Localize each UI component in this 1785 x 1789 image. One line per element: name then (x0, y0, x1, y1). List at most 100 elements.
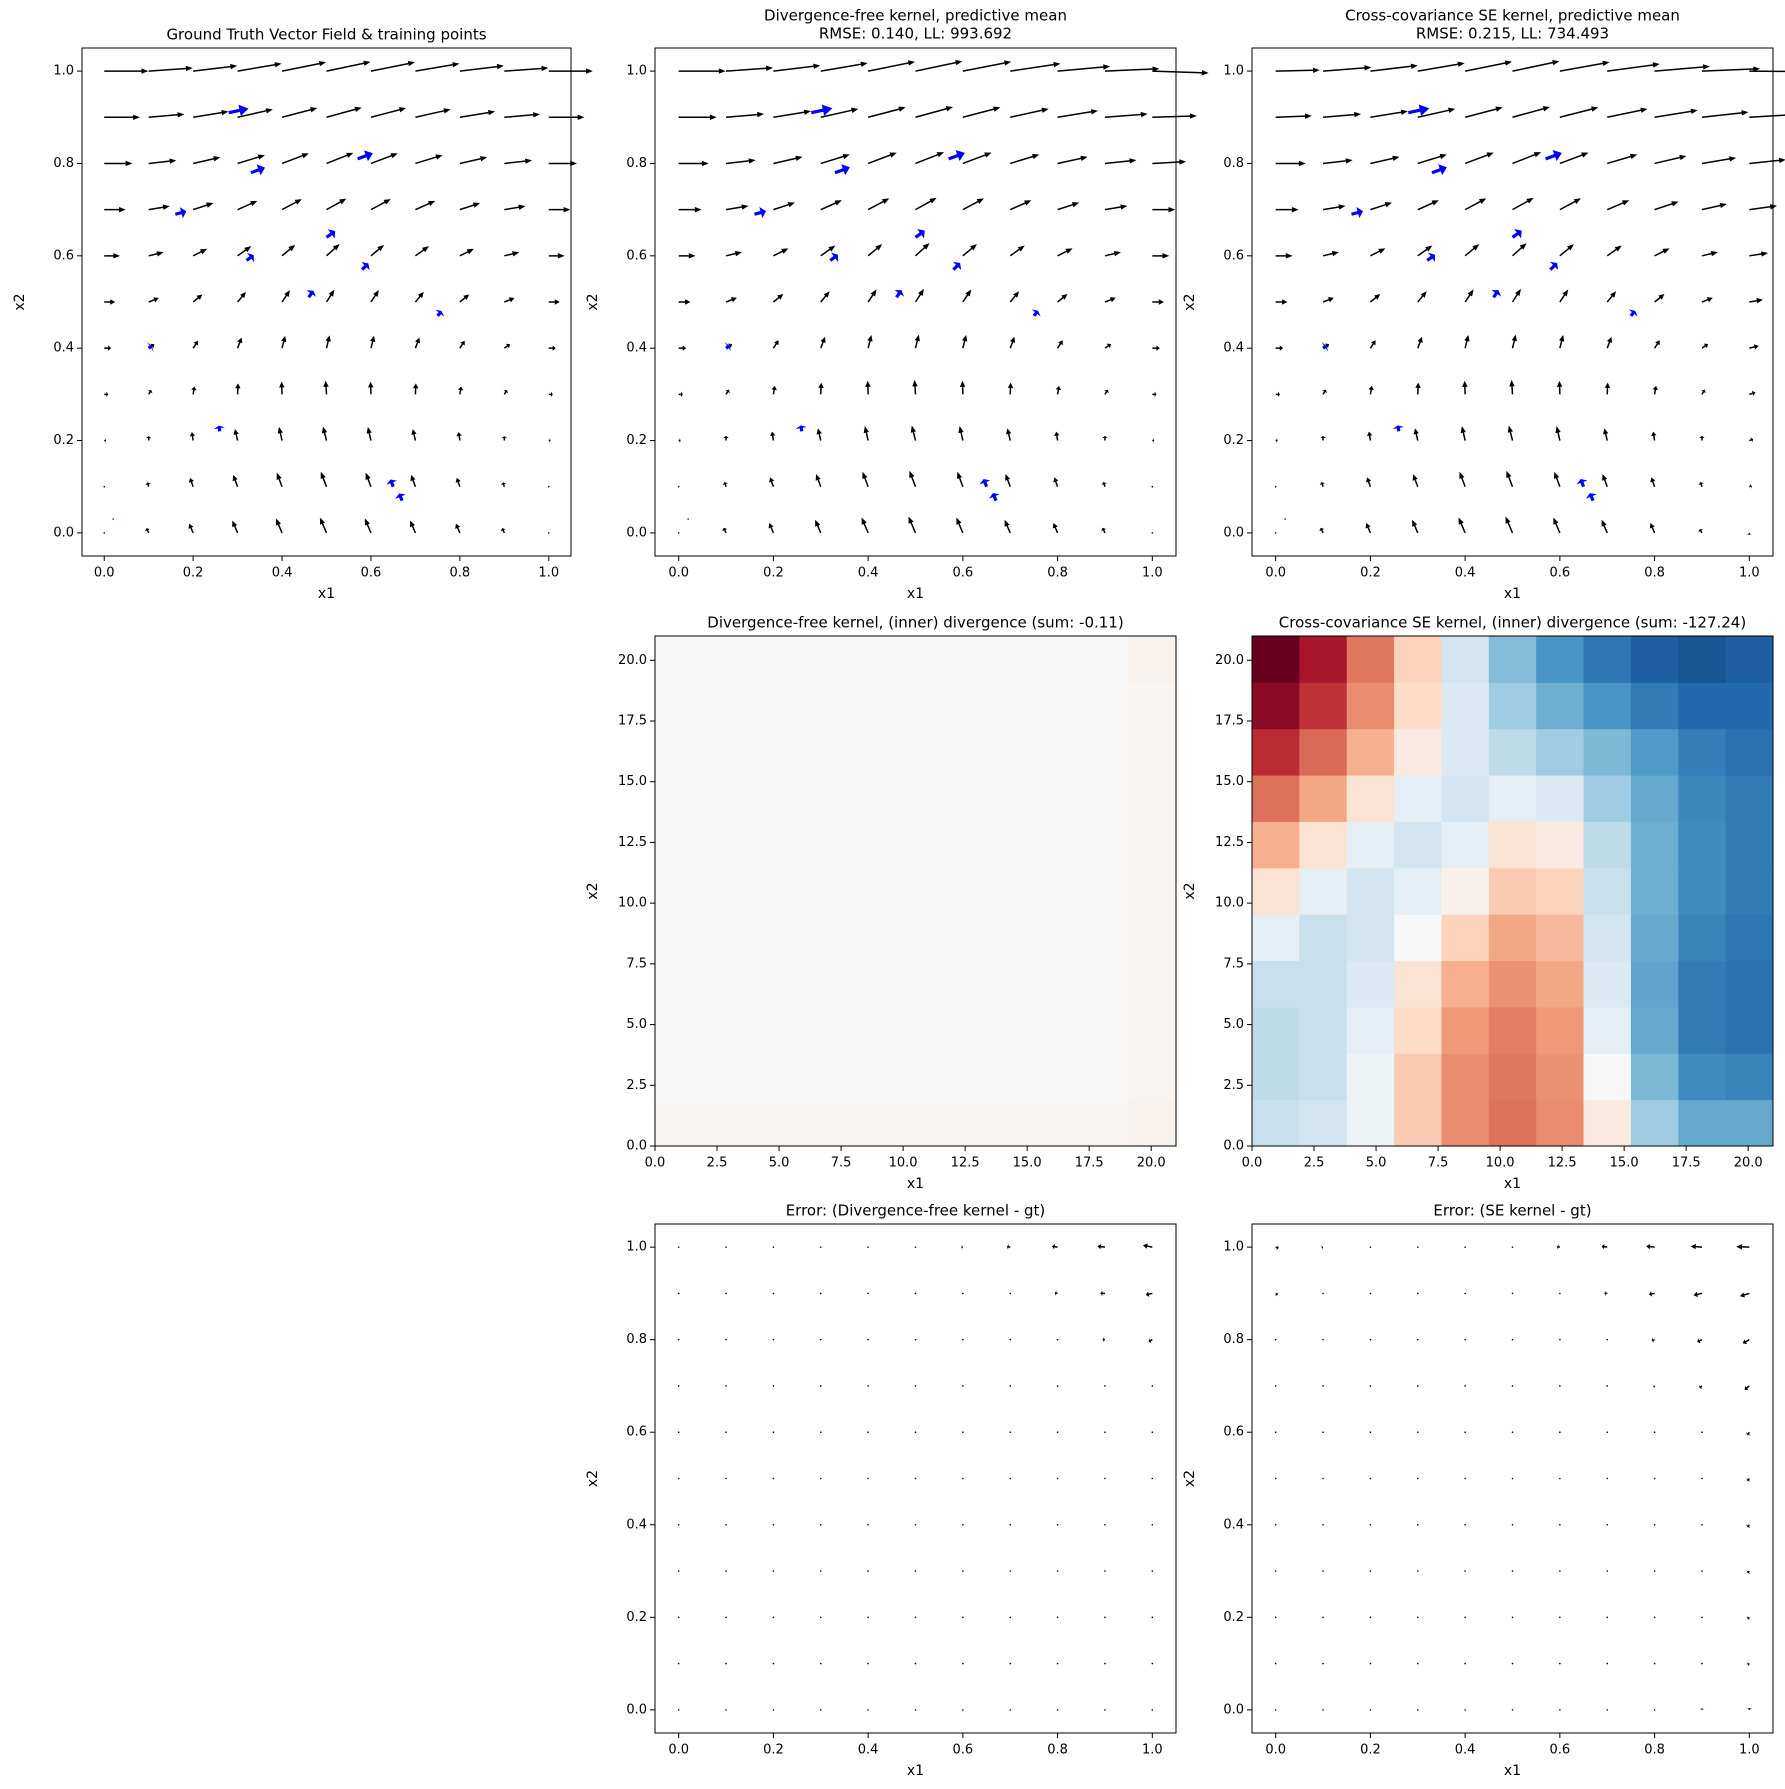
arrow (1031, 309, 1041, 317)
heatmap-cell (1346, 728, 1395, 776)
arrow (1559, 1431, 1561, 1434)
heatmap-cell (1252, 775, 1300, 822)
arrow (455, 477, 461, 487)
arrow (1511, 1431, 1514, 1434)
heatmap-cell (797, 728, 845, 776)
x-tick-label: 7.5 (831, 1156, 852, 1171)
arrow (1057, 155, 1088, 165)
arrow (867, 198, 890, 211)
arrow (1416, 1616, 1419, 1619)
heatmap-cell (655, 636, 703, 683)
y-tick-label: 0.2 (1223, 1610, 1244, 1625)
arrow (1464, 1662, 1466, 1665)
heatmap-cell (1536, 1099, 1585, 1147)
arrow (459, 63, 504, 72)
arrow (819, 1709, 822, 1711)
quiver-field (677, 1243, 1154, 1711)
arrow (281, 335, 287, 349)
heatmap-cell (1252, 867, 1300, 915)
arrow (1321, 342, 1329, 352)
heatmap-cell (1033, 914, 1082, 962)
arrow (677, 1246, 680, 1248)
heatmap-cell (939, 1099, 988, 1147)
heatmap-cell (1441, 914, 1490, 962)
arrow (867, 1523, 869, 1526)
heatmap-cell (1488, 636, 1537, 683)
arrow (237, 108, 273, 118)
arrow (237, 200, 258, 211)
heatmap-cell (1725, 1006, 1774, 1054)
arrow (1464, 106, 1503, 118)
heatmap-cell (1725, 1053, 1774, 1101)
arrow (148, 112, 185, 119)
y-axis-label: x2 (1182, 293, 1198, 310)
arrow (1148, 1338, 1153, 1344)
heatmap-cell (1033, 867, 1082, 915)
arrow (1511, 1616, 1514, 1619)
arrow (1607, 153, 1638, 165)
arrow (820, 336, 826, 349)
arrow (819, 1292, 822, 1295)
arrow (1746, 1707, 1753, 1710)
arrow (677, 532, 680, 534)
arrow (193, 63, 238, 72)
arrow (1322, 1385, 1324, 1387)
y-tick-label: 0.4 (53, 341, 74, 356)
arrow (1322, 1431, 1324, 1434)
arrow (1056, 1338, 1059, 1341)
arrow (104, 299, 116, 305)
arrow (914, 1709, 917, 1711)
heatmap-cell (1128, 775, 1177, 822)
heatmap-cell (1346, 1053, 1395, 1101)
arrow (1699, 1708, 1705, 1710)
heatmap-cell (1252, 1053, 1300, 1101)
heatmap-cell (1299, 728, 1348, 776)
arrow (323, 380, 329, 395)
arrow (1097, 1243, 1106, 1250)
arrow (867, 1385, 869, 1387)
arrow (867, 1570, 869, 1572)
arrow (395, 493, 406, 502)
arrow (501, 482, 507, 487)
arrow (725, 1570, 727, 1572)
y-tick-label: 0.4 (626, 341, 647, 356)
y-axis-label: x2 (1182, 1470, 1198, 1487)
heatmap-cell (1441, 1053, 1490, 1101)
x-axis-label: x1 (1504, 586, 1521, 602)
arrow (1606, 336, 1613, 349)
arrow (1151, 1385, 1154, 1387)
arrow (725, 204, 749, 211)
arrow (819, 1385, 822, 1387)
arrow (1464, 1431, 1466, 1434)
x-axis-label: x1 (1504, 1176, 1521, 1192)
arrow (1274, 1523, 1277, 1526)
arrow (364, 518, 372, 534)
heatmap-cell (1299, 1099, 1348, 1147)
heatmap-cell (749, 821, 798, 869)
x-tick-label: 17.5 (1672, 1156, 1701, 1171)
arrow (1056, 1477, 1059, 1480)
arrow (1057, 294, 1068, 303)
arrow (1747, 1661, 1750, 1667)
y-tick-label: 0.4 (626, 1517, 647, 1532)
arrow (914, 1292, 917, 1295)
arrow (1413, 428, 1419, 441)
y-tick-label: 12.5 (618, 835, 647, 850)
arrow (815, 519, 822, 534)
heatmap-cell (1033, 1053, 1082, 1101)
arrow (867, 244, 883, 257)
arrow (1606, 1338, 1609, 1341)
heatmap-cell (844, 960, 893, 1008)
arrow (370, 335, 376, 349)
heatmap-cell (1536, 728, 1585, 776)
arrow (819, 1662, 822, 1665)
arrow (1648, 1291, 1655, 1297)
y-tick-label: 17.5 (1215, 714, 1244, 729)
arrow (1559, 198, 1581, 211)
arrow (956, 517, 964, 534)
arrow (1416, 1431, 1419, 1434)
arrow (1056, 1431, 1059, 1434)
heatmap-cell (702, 682, 751, 730)
arrow (456, 432, 462, 441)
arrow (1464, 1616, 1466, 1619)
